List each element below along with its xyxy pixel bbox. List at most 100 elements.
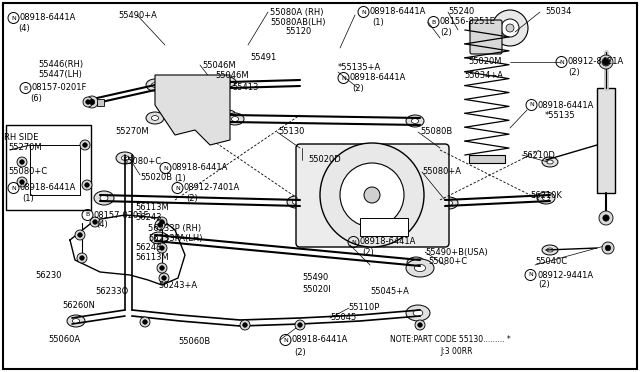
Ellipse shape: [94, 191, 114, 205]
Circle shape: [603, 215, 609, 221]
Ellipse shape: [542, 157, 558, 167]
Circle shape: [605, 245, 611, 251]
Text: 56210K: 56210K: [530, 190, 562, 199]
Ellipse shape: [152, 83, 159, 87]
Circle shape: [162, 276, 166, 280]
Text: (1): (1): [22, 193, 34, 202]
Text: 55080B: 55080B: [420, 128, 452, 137]
Ellipse shape: [45, 155, 65, 169]
Ellipse shape: [406, 259, 434, 277]
Ellipse shape: [116, 152, 134, 164]
FancyBboxPatch shape: [296, 144, 449, 247]
Text: 08157-0201F: 08157-0201F: [32, 83, 88, 93]
Text: 55080AB(LH): 55080AB(LH): [270, 17, 326, 26]
Ellipse shape: [146, 112, 164, 124]
Circle shape: [143, 320, 147, 324]
Text: 55045: 55045: [330, 314, 356, 323]
Circle shape: [86, 96, 98, 108]
Ellipse shape: [413, 310, 423, 316]
Ellipse shape: [122, 155, 129, 160]
Bar: [360, 218, 408, 236]
Text: 55490+B(USA): 55490+B(USA): [425, 247, 488, 257]
Text: (4): (4): [96, 221, 108, 230]
Text: 08918-6441A: 08918-6441A: [172, 164, 228, 173]
Text: 56233PA(LH): 56233PA(LH): [148, 234, 202, 243]
Text: 55270M: 55270M: [115, 128, 148, 137]
Ellipse shape: [406, 115, 424, 127]
Text: 56260N: 56260N: [62, 301, 95, 310]
Text: (1): (1): [372, 17, 384, 26]
Ellipse shape: [547, 248, 553, 252]
Ellipse shape: [51, 179, 59, 185]
Circle shape: [243, 323, 247, 327]
Ellipse shape: [412, 119, 419, 124]
Circle shape: [501, 19, 519, 37]
Circle shape: [20, 180, 24, 184]
Text: 08918-6441A: 08918-6441A: [538, 100, 595, 109]
Text: N: N: [283, 337, 288, 343]
Text: (2): (2): [352, 83, 364, 93]
Text: N: N: [559, 60, 564, 64]
Text: 56210D: 56210D: [522, 151, 555, 160]
Text: N: N: [529, 103, 534, 108]
Text: 55447(LH): 55447(LH): [38, 71, 82, 80]
Text: 55120: 55120: [285, 28, 311, 36]
Text: 56243+A: 56243+A: [158, 280, 197, 289]
Circle shape: [80, 140, 90, 150]
Circle shape: [84, 183, 89, 187]
Ellipse shape: [406, 305, 430, 321]
Circle shape: [340, 163, 404, 227]
Text: 56113M: 56113M: [135, 253, 169, 263]
Text: (2): (2): [294, 347, 306, 356]
Circle shape: [83, 143, 87, 147]
Text: B: B: [85, 212, 90, 218]
Text: 55490: 55490: [302, 273, 328, 282]
Circle shape: [90, 217, 100, 227]
Text: 55270M: 55270M: [8, 144, 42, 153]
Text: B: B: [24, 86, 28, 90]
Ellipse shape: [152, 116, 159, 121]
Circle shape: [604, 60, 608, 64]
Text: 55080+C: 55080+C: [428, 257, 467, 266]
Circle shape: [320, 143, 424, 247]
Ellipse shape: [45, 175, 65, 189]
Circle shape: [603, 59, 609, 65]
Circle shape: [83, 97, 93, 107]
Circle shape: [506, 24, 514, 32]
Text: (2): (2): [186, 193, 198, 202]
Text: 55491: 55491: [250, 54, 276, 62]
Circle shape: [140, 317, 150, 327]
Text: B: B: [431, 19, 436, 25]
Text: 08918-6441A: 08918-6441A: [20, 183, 76, 192]
Text: 55020D: 55020D: [308, 155, 340, 164]
Text: RH SIDE: RH SIDE: [4, 134, 38, 142]
Ellipse shape: [547, 160, 553, 164]
Text: 55020M: 55020M: [468, 58, 502, 67]
Bar: [97, 99, 104, 106]
Circle shape: [599, 211, 613, 225]
Circle shape: [86, 100, 90, 104]
Circle shape: [602, 242, 614, 254]
Text: 55046M: 55046M: [215, 71, 248, 80]
Text: 56233O: 56233O: [95, 288, 128, 296]
Text: (2): (2): [362, 247, 374, 257]
Text: 56113M: 56113M: [135, 203, 169, 212]
Circle shape: [90, 99, 95, 105]
Circle shape: [155, 220, 165, 230]
Circle shape: [159, 273, 169, 283]
Text: N: N: [528, 273, 533, 278]
Circle shape: [418, 323, 422, 327]
Ellipse shape: [415, 264, 426, 272]
Ellipse shape: [72, 318, 79, 323]
Text: 08912-7401A: 08912-7401A: [184, 183, 240, 192]
Text: (4): (4): [18, 23, 29, 32]
Text: 55040C: 55040C: [535, 257, 567, 266]
Text: *55135: *55135: [545, 110, 575, 119]
Ellipse shape: [440, 197, 458, 209]
Circle shape: [82, 180, 92, 190]
Circle shape: [157, 263, 167, 273]
Text: (1): (1): [174, 173, 186, 183]
Text: 08918-6441A: 08918-6441A: [20, 13, 76, 22]
Text: N: N: [175, 186, 180, 190]
Text: 55060A: 55060A: [48, 336, 80, 344]
